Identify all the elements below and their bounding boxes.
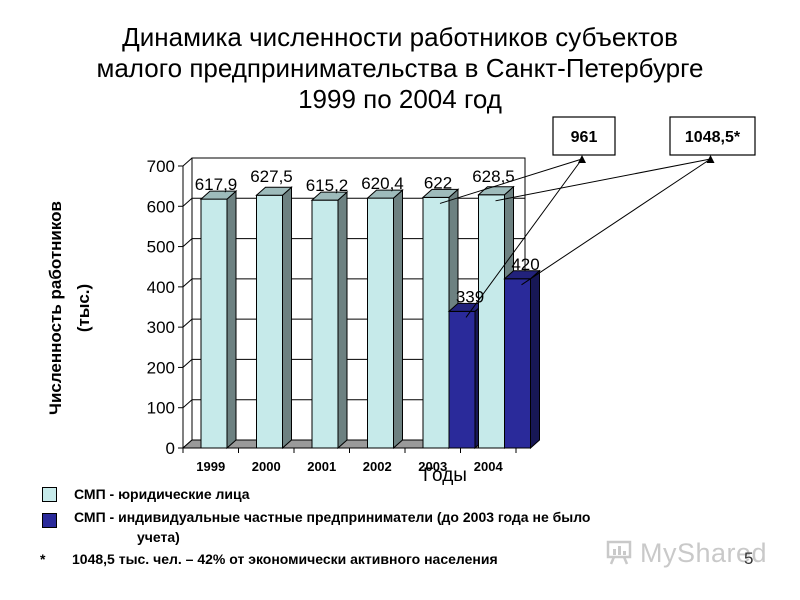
bar-front — [311, 199, 339, 449]
presentation-icon — [606, 540, 632, 565]
page-number: 5 — [744, 549, 754, 568]
title-line-3: 1999 по 2004 год — [298, 84, 502, 114]
watermark: MyShared — [640, 538, 768, 568]
callout-box: 961 — [439, 116, 616, 318]
callouts: 961 1048,5* — [439, 116, 756, 318]
y-tick-label: 500 — [147, 238, 175, 257]
title-line-1: Динамика численности работников субъекто… — [122, 22, 678, 52]
legend-label-legal: СМП - юридические лица — [74, 486, 250, 502]
data-label: 420 — [511, 255, 539, 274]
x-tick-label: 2001 — [307, 459, 336, 474]
callout-leader — [521, 158, 711, 286]
y-tick-label: 0 — [166, 439, 175, 458]
y-tick-label: 600 — [147, 197, 175, 216]
bar-individual-2004 — [503, 269, 541, 450]
y-tick-label: 300 — [147, 318, 175, 337]
bar-front — [256, 194, 283, 449]
data-label: 620,4 — [361, 174, 404, 193]
bar-top — [199, 190, 238, 200]
callout-frame — [669, 116, 756, 156]
gridline-depth — [182, 278, 193, 288]
data-label: 617,9 — [195, 175, 238, 194]
y-tick-label: 100 — [147, 399, 175, 418]
x-tick-label: 2003 — [418, 459, 447, 474]
x-tick-label: 2002 — [363, 459, 392, 474]
footnote-marker: * — [40, 551, 46, 567]
y-tick-label: 400 — [147, 278, 175, 297]
y-tick-label: 200 — [147, 358, 175, 377]
bar-legal-1999 — [199, 189, 238, 450]
bar-legal-2002 — [366, 188, 404, 450]
gridline-depth — [182, 318, 193, 328]
callout-frame — [552, 116, 616, 156]
x-tick-label: 2004 — [474, 459, 504, 474]
bar-front — [504, 278, 531, 449]
gridline-depth — [182, 157, 193, 167]
bar-front — [367, 197, 394, 449]
callout-box: 1048,5* — [495, 116, 756, 286]
bar-top — [255, 186, 293, 196]
footnote: * 1048,5 тыс. чел. – 42% от экономически … — [40, 551, 498, 567]
callout-leader — [465, 158, 583, 318]
bar-legal-2001 — [310, 191, 349, 450]
data-label: 627,5 — [250, 167, 293, 186]
callout-arrowhead — [706, 155, 715, 163]
x-tick-label: 1999 — [196, 459, 225, 474]
title-line-2: малого предпринимательства в Санкт-Петер… — [96, 53, 704, 83]
chart-bars — [199, 185, 541, 450]
gridline-depth — [182, 238, 193, 247]
bar-front — [448, 310, 476, 449]
bar-legal-2000 — [255, 186, 293, 450]
data-label: 622 — [424, 173, 452, 192]
gridline-depth — [182, 197, 193, 207]
bar-top — [421, 188, 460, 198]
legend-swatch-legal — [42, 487, 57, 502]
bar-side — [337, 191, 348, 450]
x-axis: 1999 2000 2001 2002 2003 2004 — [182, 448, 517, 474]
bar-top — [503, 270, 541, 280]
callout-text: 1048,5* — [685, 129, 741, 146]
bar-top — [366, 189, 404, 199]
y-tick-label: 700 — [147, 157, 175, 176]
data-label: 628,5 — [472, 167, 515, 186]
gridline-depth — [182, 359, 193, 368]
bar-front — [422, 196, 450, 449]
x-tick-label: 2000 — [252, 459, 281, 474]
callout-text: 961 — [571, 129, 598, 146]
legend-swatch-individual — [42, 513, 57, 528]
bar-side — [393, 188, 403, 450]
gridline-depth — [182, 399, 193, 409]
legend-label-individual: СМП - индивидуальные частные предпринима… — [74, 509, 591, 525]
callout-leader — [495, 158, 711, 202]
bar-side — [282, 186, 292, 450]
slide-title: Динамика численности работников субъекто… — [0, 22, 800, 115]
y-axis-title-unit: (тыс.) — [74, 284, 93, 332]
legend-label-individual-cont: учета) — [137, 529, 180, 545]
bar-side — [530, 269, 540, 450]
callout-arrowhead — [578, 155, 586, 163]
data-labels: 617,9 627,5 615,2 620,4 622 339 628,5 420 — [195, 167, 540, 307]
data-label: 615,2 — [306, 176, 349, 195]
bar-front — [200, 198, 228, 449]
x-axis-title: Годы — [423, 465, 467, 486]
bar-top — [310, 191, 349, 201]
callout-leader — [439, 158, 583, 204]
y-axis-title: Численность работников — [46, 201, 65, 415]
footnote-text: 1048,5 тыс. чел. – 42% от экономически а… — [72, 551, 498, 567]
bar-front — [478, 194, 505, 449]
bar-side — [226, 189, 237, 450]
data-label: 339 — [456, 287, 484, 306]
